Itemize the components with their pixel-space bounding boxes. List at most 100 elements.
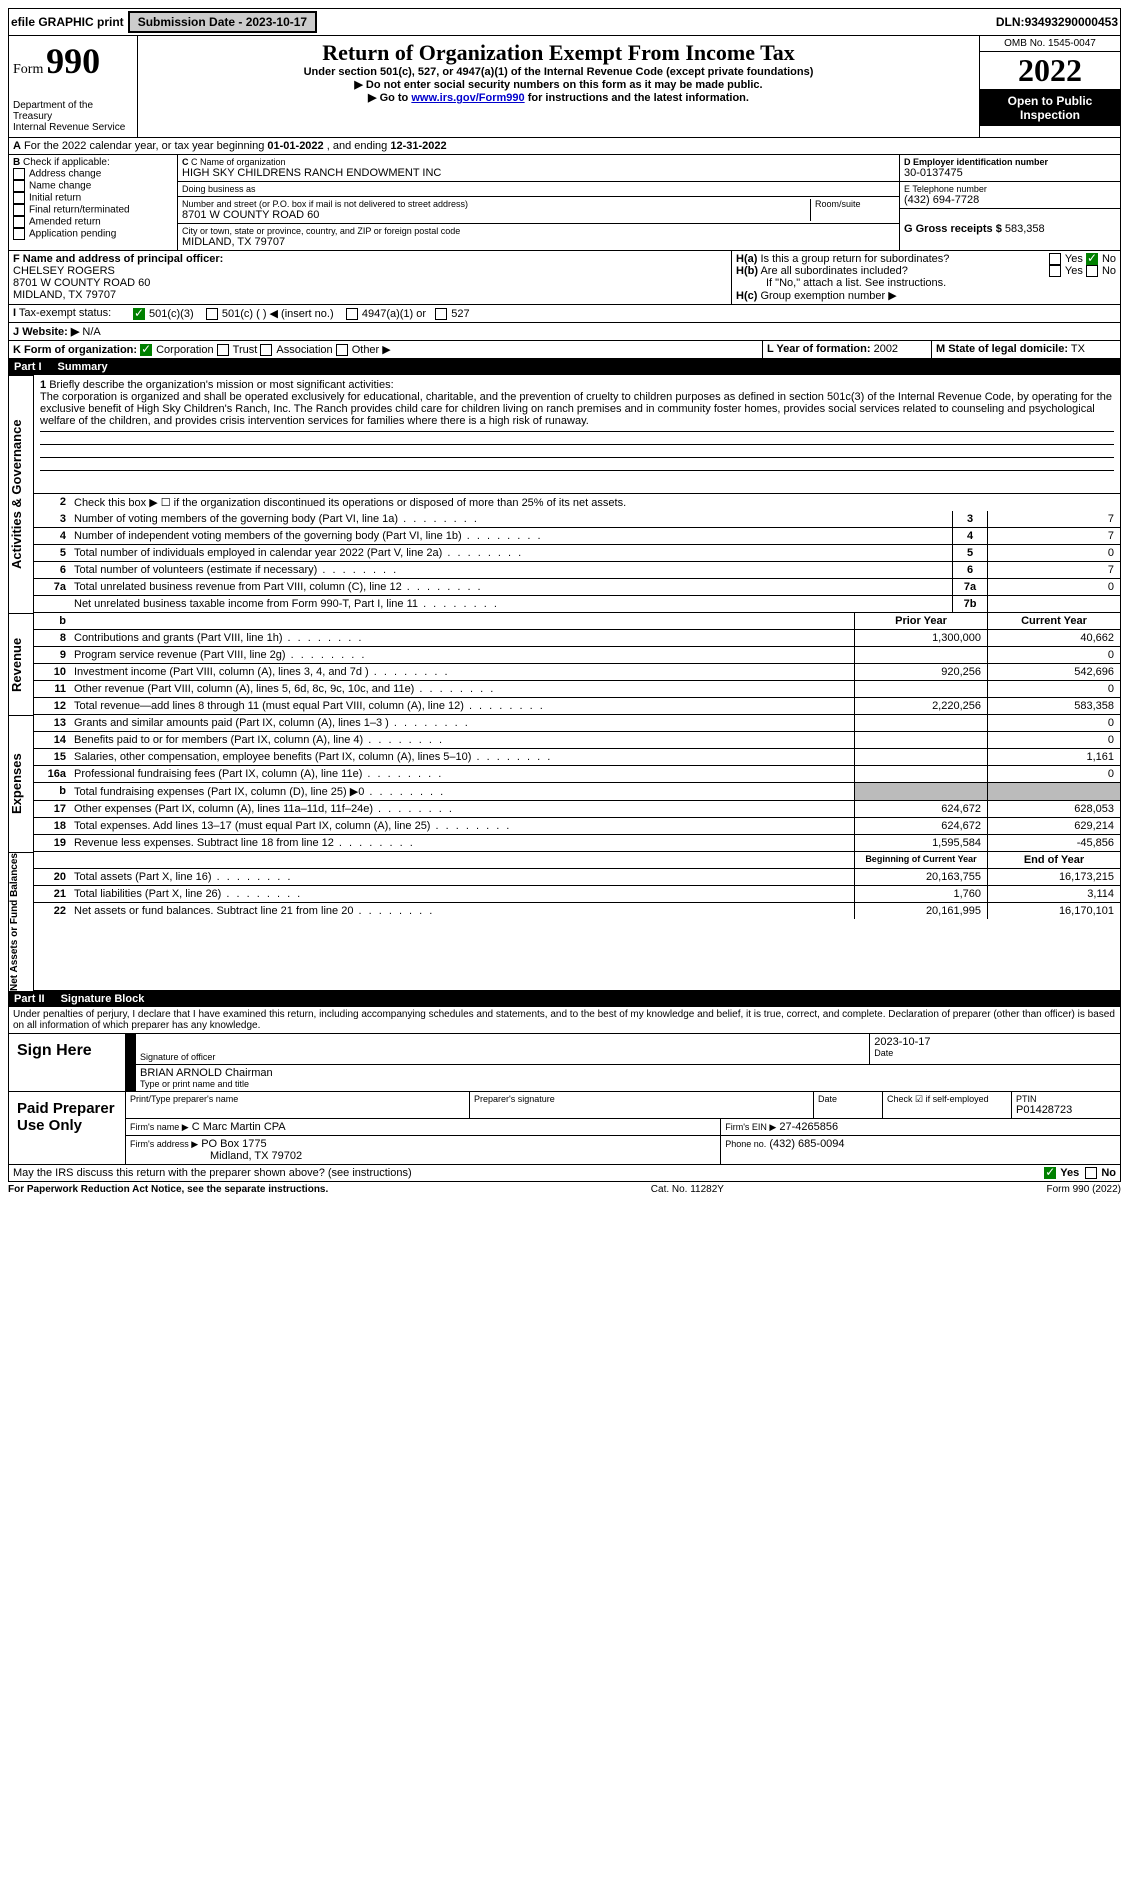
firm-ein: 27-4265856 (779, 1121, 838, 1133)
state-domicile: TX (1071, 343, 1085, 355)
pt-check: Check ☑ if self-employed (887, 1094, 1007, 1105)
l1-lbl: Briefly describe the organization's miss… (49, 379, 393, 391)
section-expenses: Expenses 13 Grants and similar amounts p… (8, 715, 1121, 852)
line-text: Net assets or fund balances. Subtract li… (70, 903, 854, 919)
mission-text: The corporation is organized and shall b… (40, 391, 1112, 427)
gov-row: 4 Number of independent voting members o… (34, 528, 1120, 545)
discuss-yes: Yes (1060, 1167, 1079, 1179)
prior-val (854, 681, 987, 697)
chk-trust[interactable] (217, 344, 229, 356)
prior-val: 624,672 (854, 801, 987, 817)
data-row: 13 Grants and similar amounts paid (Part… (34, 715, 1120, 732)
row-a-mid: , and ending (327, 140, 391, 152)
col-deg: D Employer identification number 30-0137… (899, 155, 1120, 250)
current-val: 629,214 (987, 818, 1120, 834)
chk-ha-yes[interactable] (1049, 253, 1061, 265)
chk-initial-return[interactable] (13, 192, 25, 204)
form990-link[interactable]: www.irs.gov/Form990 (411, 92, 524, 104)
b-opt-1: Name change (29, 181, 91, 192)
discuss-text: May the IRS discuss this return with the… (13, 1167, 1044, 1179)
current-val: 0 (987, 715, 1120, 731)
discuss-row: May the IRS discuss this return with the… (8, 1165, 1121, 1182)
line-text: Total fundraising expenses (Part IX, col… (70, 783, 854, 800)
data-row: 9 Program service revenue (Part VIII, li… (34, 647, 1120, 664)
data-row: 8 Contributions and grants (Part VIII, l… (34, 630, 1120, 647)
penalty-text: Under penalties of perjury, I declare th… (8, 1007, 1121, 1034)
current-val: 3,114 (987, 886, 1120, 902)
b-header: Check if applicable: (23, 157, 110, 168)
section-net-assets: Net Assets or Fund Balances Beginning of… (8, 852, 1121, 991)
form-title: Return of Organization Exempt From Incom… (142, 40, 975, 66)
chk-corp[interactable] (140, 344, 152, 356)
chk-assoc[interactable] (260, 344, 272, 356)
hdr-end: End of Year (987, 852, 1120, 868)
chk-address-change[interactable] (13, 168, 25, 180)
submission-date-button[interactable]: Submission Date - 2023-10-17 (128, 11, 317, 33)
data-row: 18 Total expenses. Add lines 13–17 (must… (34, 818, 1120, 835)
line-text: Contributions and grants (Part VIII, lin… (70, 630, 854, 646)
line-num: 10 (34, 664, 70, 680)
k-opt-3: Other ▶ (352, 344, 391, 356)
ha-text: Is this a group return for subordinates? (760, 253, 949, 265)
chk-discuss-no[interactable] (1085, 1167, 1097, 1179)
b-opt-5: Application pending (29, 229, 116, 240)
ptin-value: P01428723 (1016, 1104, 1116, 1116)
data-row: b Total fundraising expenses (Part IX, c… (34, 783, 1120, 801)
chk-ha-no[interactable] (1086, 253, 1098, 265)
line-text: Other expenses (Part IX, column (A), lin… (70, 801, 854, 817)
gov-row: 6 Total number of volunteers (estimate i… (34, 562, 1120, 579)
k-opt-0: Corporation (156, 344, 213, 356)
ein-value: 30-0137475 (904, 167, 1116, 179)
i-opt-3: 527 (451, 308, 469, 320)
line-num: 12 (34, 698, 70, 714)
gov-row: Net unrelated business taxable income fr… (34, 596, 1120, 612)
officer-city: MIDLAND, TX 79707 (13, 289, 116, 301)
chk-501c[interactable] (206, 308, 218, 320)
line-num: 21 (34, 886, 70, 902)
row-klm: K Form of organization: Corporation Trus… (8, 341, 1121, 359)
current-val: 583,358 (987, 698, 1120, 714)
line-val: 0 (987, 579, 1120, 595)
form-subtitle-3: ▶ Go to www.irs.gov/Form990 for instruct… (142, 91, 975, 104)
gov-row: 5 Total number of individuals employed i… (34, 545, 1120, 562)
ha-no: No (1102, 253, 1116, 265)
footer: For Paperwork Reduction Act Notice, see … (8, 1182, 1121, 1197)
vert-governance: Activities & Governance (8, 375, 34, 613)
chk-amended[interactable] (13, 216, 25, 228)
l-lbl: L Year of formation: (767, 343, 871, 355)
chk-4947[interactable] (346, 308, 358, 320)
f-lbl: F Name and address of principal officer: (13, 253, 223, 265)
chk-discuss-yes[interactable] (1044, 1167, 1056, 1179)
dln-value: 93493290000453 (1025, 15, 1118, 29)
b-opt-4: Amended return (29, 217, 101, 228)
d-lbl: D Employer identification number (904, 157, 1048, 167)
chk-hb-no[interactable] (1086, 265, 1098, 277)
line-text: Program service revenue (Part VIII, line… (70, 647, 854, 663)
chk-other[interactable] (336, 344, 348, 356)
line-num (34, 596, 70, 612)
chk-name-change[interactable] (13, 180, 25, 192)
firm-name-lbl: Firm's name ▶ (130, 1122, 189, 1132)
chk-527[interactable] (435, 308, 447, 320)
chk-application[interactable] (13, 228, 25, 240)
data-row: 14 Benefits paid to or for members (Part… (34, 732, 1120, 749)
firm-phone: (432) 685-0094 (769, 1138, 844, 1150)
firm-addr-lbl: Firm's address ▶ (130, 1139, 198, 1149)
part-ii-label: Part II (14, 993, 45, 1005)
line-key: 3 (952, 511, 987, 527)
part-i-title: Summary (58, 361, 108, 373)
open-to-public: Open to Public Inspection (980, 90, 1120, 126)
footer-right: Form 990 (2022) (1047, 1184, 1121, 1195)
chk-final[interactable] (13, 204, 25, 216)
section-revenue: Revenue b Prior Year Current Year 8 Cont… (8, 613, 1121, 715)
chk-501c3[interactable] (133, 308, 145, 320)
section-governance: Activities & Governance 1 Briefly descri… (8, 375, 1121, 613)
line-key: 7b (952, 596, 987, 612)
current-val: 16,170,101 (987, 903, 1120, 919)
line-num: 19 (34, 835, 70, 851)
chk-hb-yes[interactable] (1049, 265, 1061, 277)
prior-val: 624,672 (854, 818, 987, 834)
form-subtitle-2: ▶ Do not enter social security numbers o… (142, 78, 975, 91)
c-name-lbl: C Name of organization (191, 157, 286, 167)
city-lbl: City or town, state or province, country… (182, 226, 895, 236)
